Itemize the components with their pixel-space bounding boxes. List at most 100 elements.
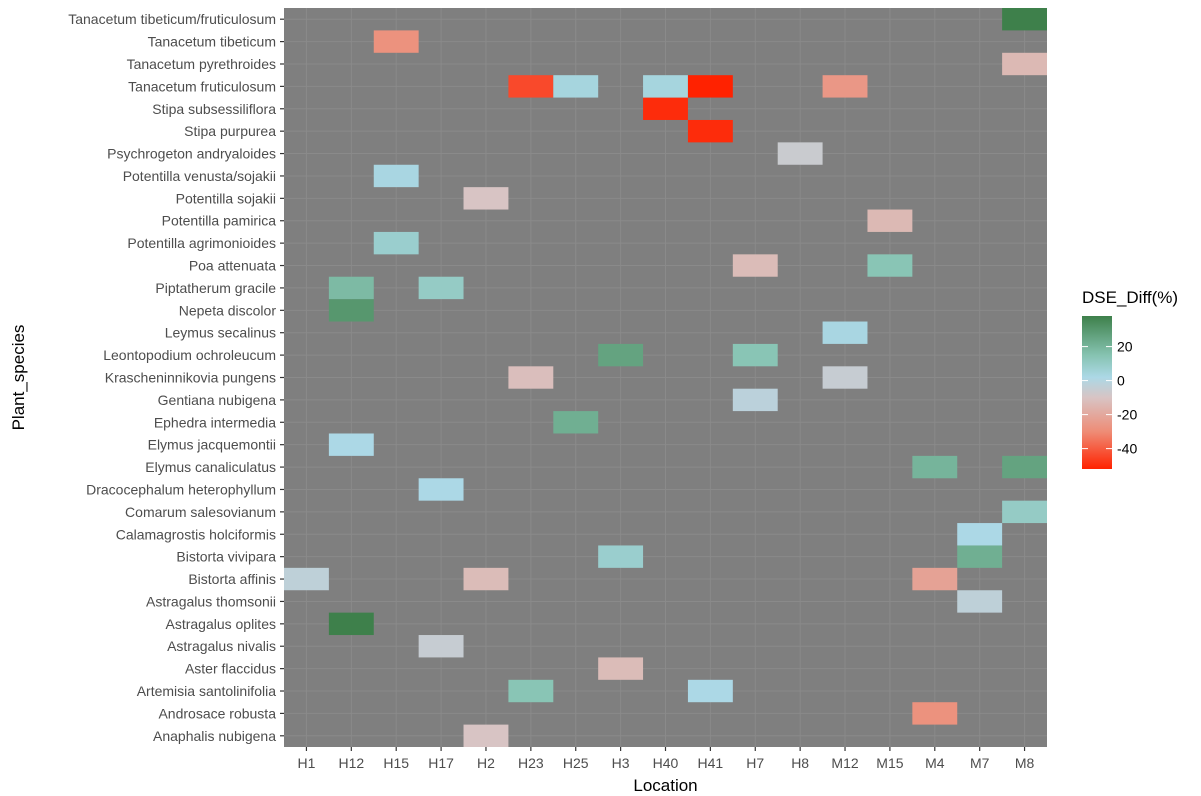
x-tick-label: H12 — [338, 755, 364, 771]
heatmap-cell — [867, 209, 913, 232]
heatmap-cell — [328, 612, 374, 636]
heatmap-cell — [418, 478, 464, 501]
y-tick-label: Piptatherum gracile — [155, 280, 276, 296]
x-axis: H1 H12 H15 H17 H2 H23 H25 H3 H40 H41 H7 H8 M12 M15 M4 M… — [297, 747, 1034, 771]
heatmap-cell — [463, 724, 509, 747]
heatmap-cell — [373, 164, 419, 188]
heatmap-cell — [643, 97, 688, 120]
x-tick-label: H15 — [383, 755, 409, 771]
y-tick-label: Potentilla venusta/sojakii — [123, 168, 276, 184]
heatmap-cell — [598, 343, 644, 367]
y-tick-label: Krascheninnikovia pungens — [105, 370, 276, 386]
x-tick-label: H17 — [428, 755, 454, 771]
heatmap-cell — [643, 75, 688, 98]
y-tick-label: Poa attenuata — [189, 258, 276, 274]
heatmap-cell — [957, 545, 1003, 568]
y-tick-label: Ephedra intermedia — [154, 414, 276, 430]
heatmap-cell — [508, 679, 554, 703]
heatmap-cells — [284, 8, 1047, 747]
x-axis-title: Location — [633, 776, 697, 795]
heatmap-cell — [1002, 455, 1047, 479]
heatmap-cell — [508, 366, 554, 389]
y-tick-label: Tanacetum tibeticum/fruticulosum — [68, 11, 276, 27]
legend-tick-label: -20 — [1117, 407, 1137, 423]
y-axis-title: Plant_species — [9, 325, 28, 431]
heatmap-cell — [418, 276, 464, 300]
y-tick-label: Tanacetum pyrethroides — [127, 56, 276, 72]
y-tick-label: Astragalus thomsonii — [146, 593, 276, 609]
heatmap-cell — [284, 567, 329, 591]
y-tick-label: Leymus secalinus — [165, 325, 276, 341]
y-tick-label: Astragalus oplites — [165, 616, 276, 632]
y-tick-label: Potentilla sojakii — [176, 190, 276, 206]
y-tick-label: Bistorta vivipara — [176, 549, 276, 565]
x-tick-label: M15 — [876, 755, 903, 771]
legend-tick-label: 0 — [1117, 373, 1125, 389]
y-tick-label: Astragalus nivalis — [167, 638, 276, 654]
heatmap-cell — [1002, 500, 1047, 524]
heatmap-cell — [957, 590, 1003, 613]
x-tick-label: M7 — [970, 755, 990, 771]
heatmap-cell — [912, 567, 958, 591]
heatmap-cell — [418, 635, 464, 658]
y-tick-label: Elymus canaliculatus — [145, 459, 276, 475]
y-tick-label: Stipa subsessiliflora — [152, 101, 276, 117]
x-tick-label: H8 — [791, 755, 809, 771]
x-tick-label: M4 — [925, 755, 945, 771]
heatmap-cell — [957, 523, 1003, 546]
heatmap-cell — [373, 231, 419, 255]
y-tick-label: Dracocephalum heterophyllum — [86, 481, 276, 497]
heatmap-cell — [687, 119, 733, 143]
y-tick-label: Tanacetum tibeticum — [148, 34, 276, 50]
heatmap-cell — [328, 299, 374, 322]
heatmap-cell — [553, 411, 599, 434]
y-tick-label: Anaphalis nubigena — [153, 728, 276, 744]
y-tick-label: Potentilla pamirica — [162, 213, 277, 229]
heatmap-cell — [1002, 52, 1047, 76]
y-tick-label: Comarum salesovianum — [125, 504, 276, 520]
heatmap-cell — [912, 455, 958, 479]
x-tick-label: H23 — [518, 755, 544, 771]
x-tick-label: H40 — [653, 755, 679, 771]
x-tick-label: H25 — [563, 755, 589, 771]
y-axis: Anaphalis nubigena Androsace robusta Artem… — [68, 11, 284, 744]
y-tick-label: Gentiana nubigena — [158, 392, 277, 408]
legend-tick-label: 20 — [1117, 339, 1133, 355]
heatmap-cell — [598, 657, 644, 680]
y-tick-label: Psychrogeton andryaloides — [107, 146, 276, 162]
x-tick-label: H41 — [698, 755, 724, 771]
heatmap-cell — [553, 75, 599, 98]
legend-tick-label: -40 — [1117, 441, 1137, 457]
x-tick-label: H3 — [612, 755, 630, 771]
y-tick-label: Aster flaccidus — [185, 661, 276, 677]
heatmap-cell — [732, 388, 778, 412]
y-tick-label: Calamagrostis holciformis — [116, 526, 276, 542]
heatmap-cell — [1002, 8, 1047, 31]
y-tick-label: Tanacetum fruticulosum — [128, 78, 276, 94]
y-tick-label: Androsace robusta — [158, 705, 276, 721]
heatmap-cell — [463, 567, 509, 591]
x-tick-label: H2 — [477, 755, 495, 771]
heatmap-cell — [328, 276, 374, 300]
y-tick-label: Potentilla agrimonioides — [127, 235, 276, 251]
y-tick-label: Elymus jacquemontii — [148, 437, 276, 453]
y-tick-label: Stipa purpurea — [184, 123, 276, 139]
heatmap-cell — [732, 343, 778, 367]
heatmap-cell — [373, 30, 419, 53]
x-tick-label: H7 — [746, 755, 764, 771]
heatmap-cell — [867, 254, 913, 277]
heatmap-cell — [328, 433, 374, 456]
heatmap-cell — [687, 75, 733, 98]
y-tick-label: Bistorta affinis — [188, 571, 276, 587]
y-tick-label: Nepeta discolor — [179, 302, 277, 318]
heatmap-cell — [822, 75, 868, 98]
heatmap-cell — [463, 187, 509, 210]
y-tick-label: Artemisia santolinifolia — [137, 683, 276, 699]
x-tick-label: M12 — [831, 755, 858, 771]
heatmap-cell — [822, 321, 868, 344]
legend-title: DSE_Diff(%) — [1082, 288, 1178, 307]
x-tick-label: M8 — [1015, 755, 1035, 771]
heatmap-cell — [687, 679, 733, 703]
x-tick-label: H1 — [297, 755, 315, 771]
